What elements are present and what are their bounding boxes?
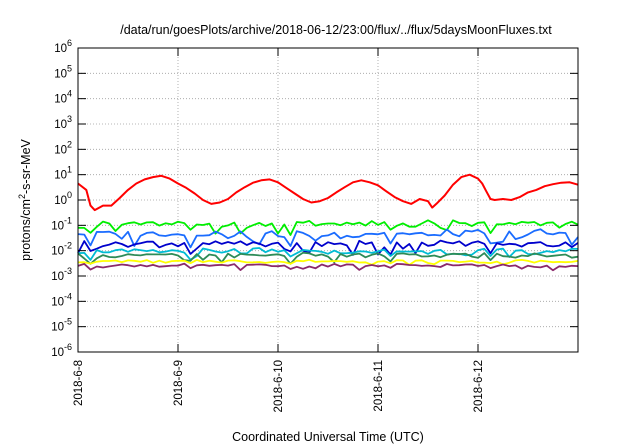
y-tick-label: 106	[54, 38, 72, 55]
series-line	[77, 239, 579, 256]
series-line	[77, 228, 579, 249]
y-tick-label: 10-2	[51, 241, 72, 258]
y-tick-label: 10-1	[51, 215, 72, 232]
axis-ticks: 10-6 10-5 10-4 10-3 10-2 10-1 100 101 102 103 104 1…	[51, 38, 578, 412]
chart-title: /data/run/goesPlots/archive/2018-06-12/2…	[120, 23, 552, 37]
y-tick-label: 101	[54, 165, 72, 182]
series-line	[77, 173, 579, 212]
series-line	[77, 247, 579, 261]
series-line	[77, 219, 579, 236]
y-axis-label-superscript: 2	[17, 194, 27, 199]
y-tick-label: 10-6	[51, 342, 72, 359]
y-tick-label: 105	[54, 63, 72, 80]
y-tick-label: 10-3	[51, 266, 72, 283]
y-tick-label: 104	[54, 89, 72, 106]
series-line	[77, 251, 579, 265]
x-tick-label: 2018-6-8	[73, 360, 85, 406]
y-tick-label: 10-5	[51, 317, 72, 334]
y-tick-label: 100	[54, 190, 72, 207]
x-axis-label: Coordinated Universal Time (UTC)	[232, 430, 424, 444]
series-line	[77, 262, 579, 272]
y-tick-label: 103	[54, 114, 72, 131]
y-axis-label: protons/cm2-s-sr-MeV	[17, 138, 33, 260]
x-tick-label: 2018-6-10	[273, 360, 285, 412]
x-tick-label: 2018-6-12	[473, 360, 485, 412]
y-axis-label-rest: -s-sr-MeV	[19, 138, 33, 194]
y-tick-label: 10-4	[51, 291, 72, 308]
y-tick-label: 102	[54, 139, 72, 156]
x-tick-label: 2018-6-11	[373, 360, 385, 412]
series-line	[77, 258, 579, 266]
y-axis-label-main: protons/cm	[19, 199, 33, 261]
data-series	[77, 173, 579, 272]
x-tick-label: 2018-6-9	[173, 360, 185, 406]
